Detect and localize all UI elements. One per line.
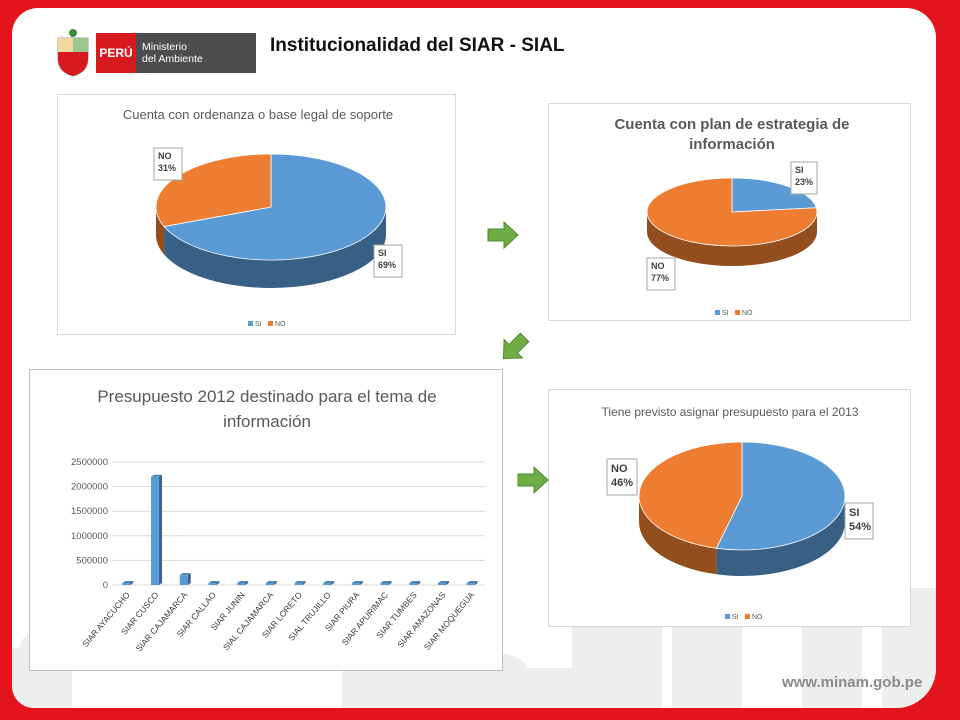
y-tick-label: 1000000 [71,531,108,542]
chart-plan-estrategia: Cuenta con plan de estrategia de informac… [614,116,849,317]
bar [409,581,421,585]
bar [294,581,306,585]
legend-label-no: NO [752,614,763,621]
data-label-si: SI 23% [790,161,818,195]
coat-of-arms-icon [57,29,89,77]
arrow-down-left-icon [502,332,530,360]
chart-presupuesto-2013-panel: Tiene previsto asignar presupuesto para … [548,389,911,627]
data-label-text: NO [158,151,172,161]
chart-ordenanza-panel: Cuenta con ordenanza o base legal de sop… [57,94,456,335]
logo-ministry-line2: del Ambiente [142,53,203,65]
arrow-right-icon-2 [517,465,549,495]
bar [237,581,249,585]
x-tick-label: SIAR CAJAMARCA [134,590,190,654]
chart-presupuesto-2012-panel: Presupuesto 2012 destinado para el tema … [29,369,503,671]
pie-slice-si [715,441,846,551]
logo-ministry-line1: Ministerio [142,41,187,53]
data-label-text: SI [795,165,804,175]
chart-title: Presupuesto 2012 destinado para el tema … [97,387,436,431]
y-tick-label: 0 [103,580,108,591]
chart-title: Cuenta con plan de estrategia de informac… [614,116,849,153]
bar [151,474,163,585]
chart-presupuesto-2012: Presupuesto 2012 destinado para el tema … [71,387,485,654]
pie-slice-si [731,177,817,213]
bar [466,581,478,585]
pie-slice-si [163,153,387,261]
legend-swatch-si [725,614,730,619]
bar [122,581,134,585]
bar [323,581,335,585]
x-tick-label: SIAR AYACUCHO [80,590,132,649]
legend-swatch-si [715,310,720,315]
pie-slice-side-no [647,212,817,266]
legend-label-no: NO [275,321,286,328]
data-label-text: SI [378,248,387,258]
data-label-text: 46% [611,477,633,489]
logo-ministry: Ministerio del Ambiente [136,33,256,73]
data-label-text: NO [651,261,665,271]
data-label-text: 54% [849,521,871,533]
bar [351,581,363,585]
chart-ordenanza: Cuenta con ordenanza o base legal de sop… [123,107,403,328]
data-label-text: 69% [378,260,396,270]
chart-plan-estrategia-panel: Cuenta con plan de estrategia de informac… [548,103,911,321]
data-label-si: SI 69% [373,244,403,278]
data-label-text: 77% [651,273,669,283]
arrow-right-icon [487,220,519,250]
legend-swatch-no [735,310,740,315]
data-label-text: NO [611,463,628,475]
legend-label-si: SI [722,310,729,317]
bar [265,581,277,585]
data-label-no: NO 31% [153,147,183,181]
bar [380,581,392,585]
pie-slice-side-si [716,496,845,576]
bar [437,581,449,585]
website-url: www.minam.gob.pe [782,674,923,691]
chart-presupuesto-2013: Tiene previsto asignar presupuesto para … [601,405,874,621]
legend-swatch-si [248,321,253,326]
legend-label-si: SI [255,321,262,328]
pie-slice-side-no [156,207,165,255]
data-label-text: 23% [795,177,813,187]
data-label-text: 31% [158,163,176,173]
pie-slice-side-no [639,496,717,575]
x-tick-label: SIAL CAJAMARCA [221,590,276,653]
data-label-text: SI [849,507,859,519]
page-title: Institucionalidad del SIAR - SIAL [270,35,565,56]
legend-swatch-no [268,321,273,326]
legend-label-no: NO [742,310,753,317]
bar [179,573,191,585]
logo-peru: PERÚ [96,33,136,73]
chart-title: Cuenta con ordenanza o base legal de sop… [123,107,393,122]
data-label-si: SI 54% [844,502,874,540]
ministry-logo: PERÚ Ministerio del Ambiente [50,28,260,78]
legend-label-si: SI [732,614,739,621]
data-label-no: NO 46% [606,458,638,496]
bar [208,581,220,585]
y-tick-label: 500000 [76,555,108,566]
legend-swatch-no [745,614,750,619]
x-tick-label: SIAR MOQUEGUA [422,590,477,652]
pie-slice-side-si [164,207,386,288]
y-tick-label: 2000000 [71,482,108,493]
y-tick-label: 2500000 [71,457,108,468]
pie-slice-no [638,441,743,549]
chart-title: Tiene previsto asignar presupuesto para … [601,405,858,419]
y-tick-label: 1500000 [71,506,108,517]
data-label-no: NO 77% [646,257,676,291]
slide: PERÚ Ministerio del Ambiente Institucion… [12,8,936,708]
pie-slice-no [646,177,818,247]
